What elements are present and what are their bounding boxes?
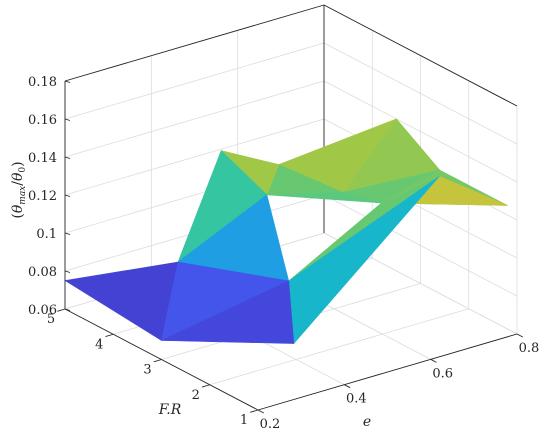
z-label-slash: /	[10, 181, 26, 186]
y-tick-label-4: 5	[47, 312, 55, 327]
z-label-theta-max: θ	[10, 204, 26, 213]
box-top-left-edge	[64, 4, 325, 82]
x-tick-mark-3	[516, 333, 523, 338]
y-tick-mark-2	[153, 359, 162, 363]
backwall-right-grid-z-4	[323, 80, 518, 183]
y-tick-label-2: 3	[143, 363, 151, 378]
floor-grid-y-1	[209, 308, 469, 386]
surface-facet-11	[266, 192, 382, 204]
surface-layer	[64, 118, 508, 344]
y-tick-mark-0	[250, 409, 259, 413]
z-tick-mark-1	[64, 270, 71, 273]
grid-layer	[64, 4, 518, 411]
x-tick-label-0: 0.2	[260, 417, 281, 432]
z-tick-mark-6	[64, 80, 71, 83]
z-label-sub-max: max	[18, 186, 28, 205]
y-tick-mark-1	[201, 384, 210, 388]
z-label-close-paren: )	[10, 161, 26, 166]
backwall-left-grid-z-4	[64, 80, 325, 158]
z-tick-mark-5	[64, 118, 71, 121]
z-tick-label-2: 0.1	[36, 227, 57, 242]
z-label-open-paren: (	[10, 213, 26, 218]
backwall-right-grid-z-1	[323, 194, 518, 297]
z-label-theta-0: θ	[10, 172, 26, 181]
surface-facet-0	[64, 261, 179, 341]
y-tick-mark-3	[105, 333, 114, 337]
z-tick-label-0: 0.06	[28, 303, 57, 318]
z-label-sub-0: 0	[18, 167, 28, 173]
y-tick-label-0: 1	[240, 413, 248, 428]
backwall-left-grid-z-3	[64, 118, 325, 196]
x-tick-label-1: 0.4	[346, 392, 367, 407]
z-tick-label-4: 0.14	[28, 151, 57, 166]
x-axis-label: e	[363, 414, 371, 430]
x-tick-label-3: 0.8	[519, 341, 540, 356]
z-tick-label-6: 0.18	[28, 75, 57, 90]
x-axis-line	[257, 333, 518, 411]
z-tick-mark-2	[64, 232, 71, 235]
surface-facet-2	[161, 280, 295, 344]
backwall-left-grid-z-5	[64, 42, 325, 120]
z-tick-mark-0	[64, 308, 71, 311]
backwall-right-grid-z-5	[323, 42, 518, 145]
x-tick-mark-2	[430, 358, 437, 363]
z-tick-label-3: 0.12	[28, 189, 57, 204]
z-tick-mark-3	[64, 194, 71, 197]
z-tick-label-5: 0.16	[28, 113, 57, 128]
axis-layer	[57, 80, 523, 414]
box-top-right-edge	[323, 4, 518, 107]
y-tick-label-1: 2	[192, 388, 200, 403]
y-tick-label-3: 4	[95, 337, 103, 352]
y-axis-label: F.R	[158, 402, 182, 418]
x-tick-mark-0	[257, 409, 264, 414]
z-axis-label: (θmax/θ0)	[10, 161, 28, 218]
z-tick-mark-4	[64, 156, 71, 159]
y-tick-mark-4	[57, 308, 66, 312]
x-tick-label-2: 0.6	[432, 366, 453, 381]
z-tick-label-1: 0.08	[28, 265, 57, 280]
x-tick-mark-1	[344, 384, 351, 389]
tick-labels: 0.2 0.4 0.6 0.8 1 2 3 4 50.06 0.08 0.1 0.12 0.14 0.16…	[28, 75, 539, 432]
